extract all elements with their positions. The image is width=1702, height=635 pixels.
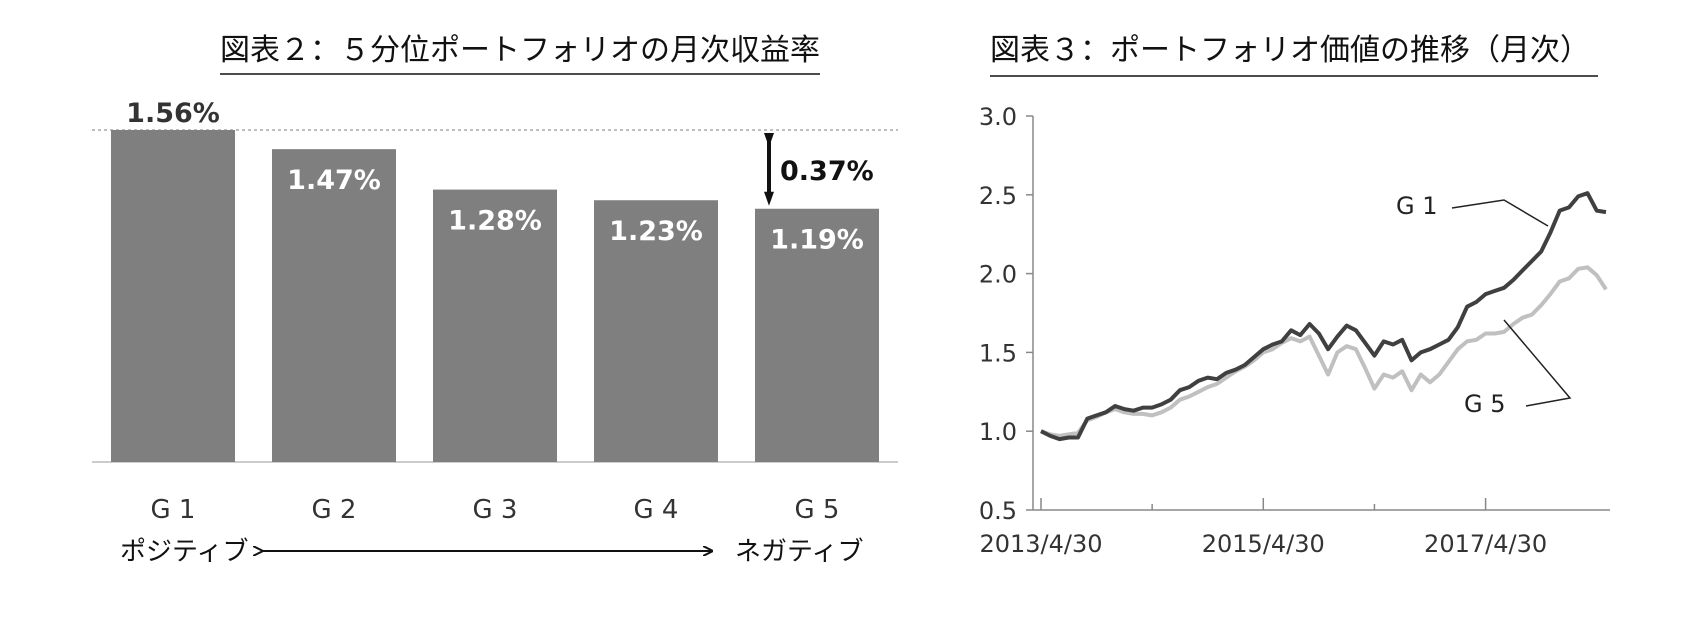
bar-value-label-2: 1.47%: [287, 165, 381, 196]
bar-value-label-3: 1.28%: [448, 206, 542, 237]
category-label-4: G 4: [634, 495, 679, 525]
bar-3: [433, 189, 557, 463]
y-tick-label: 2.5: [979, 182, 1017, 210]
line-chart-title: 図表３：ポートフォリオ価値の推移（月次）: [990, 33, 1590, 68]
series-line-g1: [1040, 191, 1607, 442]
bar-2: [272, 149, 396, 462]
bar-1: [111, 130, 235, 462]
category-label-1: G 1: [151, 495, 196, 525]
negative-label: ネガティブ: [735, 537, 863, 567]
series-name-g1: G 1: [1396, 192, 1438, 220]
series-group: [1040, 191, 1608, 442]
bar-value-label-5: 1.19%: [770, 225, 864, 256]
line-chart: 図表３：ポートフォリオ価値の推移（月次） 0.51.01.52.02.53.0 …: [979, 33, 1610, 558]
series-g1-leader: [1451, 199, 1549, 227]
x-tick-label: 2017/4/30: [1424, 530, 1547, 558]
category-label-3: G 3: [473, 495, 518, 525]
y-tick-label: 1.5: [979, 339, 1017, 367]
category-label-5: G 5: [795, 495, 840, 525]
positive-label: ポジティブ: [120, 537, 248, 567]
y-tick-label: 2.0: [979, 261, 1017, 289]
x-ticks: 2013/4/30 2015/4/30 2017/4/30: [979, 498, 1547, 558]
bar-4: [594, 200, 718, 462]
y-tick-label: 0.5: [979, 497, 1017, 525]
y-tick-label: 3.0: [979, 103, 1017, 131]
difference-label: 0.37%: [780, 156, 874, 187]
bars-group: 1.56% G 1 1.47% G 2 1.28% G 3 1.23% G 4 1.19% G 5: [111, 98, 879, 525]
series-name-g5: G 5: [1464, 390, 1506, 418]
category-label-2: G 2: [312, 495, 357, 525]
bar-value-label-1: 1.56%: [126, 98, 220, 129]
bar-chart: 図表２：５分位ポートフォリオの月次収益率 1.56% G 1 1.47% G 2 1.2…: [92, 33, 898, 567]
y-ticks: 0.5 1.0 1.5 2.0 2.5 3.0: [979, 103, 1033, 525]
bar-5: [755, 208, 879, 462]
x-tick-label: 2015/4/30: [1202, 530, 1325, 558]
series-g5-leader: [1503, 319, 1572, 407]
bar-chart-title: 図表２：５分位ポートフォリオの月次収益率: [220, 33, 820, 68]
y-tick-label: 1.0: [979, 418, 1017, 446]
x-tick-label: 2013/4/30: [979, 530, 1102, 558]
series-line-g5: [1040, 265, 1608, 438]
bar-value-label-4: 1.23%: [609, 216, 703, 247]
